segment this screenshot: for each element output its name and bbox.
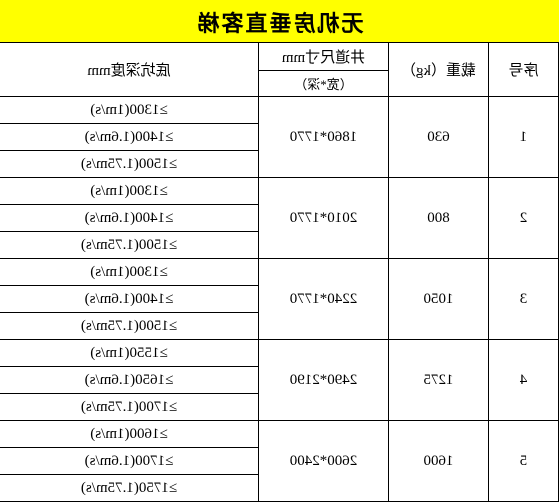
cell-pit: ≥1700(1.75m/s) — [0, 394, 259, 421]
cell-pit: ≥1550(1m/s) — [0, 340, 259, 367]
header-shaft-sub: （宽*深） — [259, 71, 389, 97]
cell-pit: ≥1500(1.75m/s) — [0, 232, 259, 259]
cell-seq: 2 — [489, 178, 559, 259]
cell-load: 630 — [389, 97, 489, 178]
cell-pit: ≥1500(1.75m/s) — [0, 151, 259, 178]
cell-pit: ≥1400(1.6m/s) — [0, 205, 259, 232]
cell-pit: ≥1300(1m/s) — [0, 178, 259, 205]
cell-pit: ≥1750(1.75m/s) — [0, 475, 259, 502]
page-title: 无机房垂直客梯 — [0, 0, 559, 42]
cell-pit: ≥1600(1m/s) — [0, 421, 259, 448]
cell-pit: ≥1400(1.6m/s) — [0, 124, 259, 151]
cell-pit: ≥1500(1.75m/s) — [0, 313, 259, 340]
cell-pit: ≥1300(1m/s) — [0, 259, 259, 286]
cell-seq: 5 — [489, 421, 559, 502]
cell-shaft: 2240*1770 — [259, 259, 389, 340]
cell-pit: ≥1700(1.6m/s) — [0, 448, 259, 475]
cell-seq: 3 — [489, 259, 559, 340]
header-shaft: 井道尺寸mm — [259, 43, 389, 71]
cell-shaft: 2600*2400 — [259, 421, 389, 502]
elevator-spec-table: 序号 载重（kg） 井道尺寸mm 底坑深度mm （宽*深） 1 630 1860… — [0, 42, 559, 502]
cell-pit: ≥1300(1m/s) — [0, 97, 259, 124]
cell-seq: 4 — [489, 340, 559, 421]
cell-shaft: 1860*1770 — [259, 97, 389, 178]
header-seq: 序号 — [489, 43, 559, 97]
cell-pit: ≥1650(1.6m/s) — [0, 367, 259, 394]
cell-seq: 1 — [489, 97, 559, 178]
cell-load: 1275 — [389, 340, 489, 421]
cell-pit: ≥1400(1.6m/s) — [0, 286, 259, 313]
cell-load: 1050 — [389, 259, 489, 340]
cell-shaft: 2490*2190 — [259, 340, 389, 421]
header-pit: 底坑深度mm — [0, 43, 259, 97]
cell-load: 1600 — [389, 421, 489, 502]
cell-shaft: 2010*1770 — [259, 178, 389, 259]
cell-load: 800 — [389, 178, 489, 259]
header-load: 载重（kg） — [389, 43, 489, 97]
